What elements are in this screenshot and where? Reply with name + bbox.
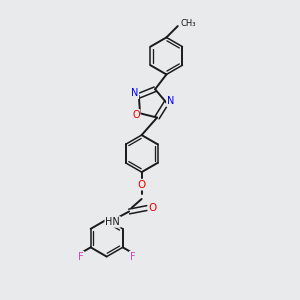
Text: O: O — [148, 203, 157, 213]
Text: CH₃: CH₃ — [181, 20, 196, 28]
Text: F: F — [130, 252, 135, 262]
Text: HN: HN — [105, 217, 120, 227]
Text: N: N — [131, 88, 138, 98]
Text: F: F — [78, 252, 84, 262]
Text: N: N — [167, 96, 174, 106]
Text: O: O — [132, 110, 140, 120]
Text: O: O — [137, 180, 146, 190]
